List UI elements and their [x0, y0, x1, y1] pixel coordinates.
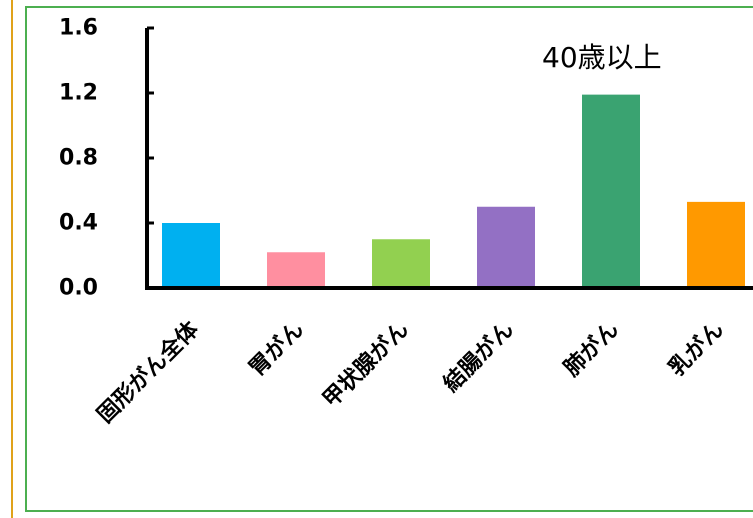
bar-2 [267, 252, 325, 288]
category-label: 肺がん [559, 316, 624, 381]
bar-4 [477, 206, 535, 288]
bars [162, 94, 745, 288]
chart-frame [25, 6, 753, 512]
y-tick-label: 1.2 [59, 81, 98, 106]
bar-3 [372, 239, 430, 288]
chart-annotation: 40歳以上 [542, 41, 662, 74]
category-label: 固形がん全体 [92, 316, 204, 428]
bar-5 [582, 94, 640, 288]
category-label: 結腸がん [438, 316, 519, 397]
y-tick-label: 0.8 [59, 146, 98, 171]
y-tick-label: 0.4 [59, 211, 98, 236]
category-label: 胃がん [244, 316, 309, 381]
y-tick-label: 0.0 [59, 276, 98, 301]
y-tick-label: 1.6 [59, 16, 98, 41]
category-label: 甲状腺がん [318, 316, 414, 412]
left-frame-border [4, 0, 13, 518]
y-ticks: 0.0 0.4 0.8 1.2 1.6 [59, 16, 154, 301]
bar-6 [687, 201, 745, 288]
category-label: 乳がん [664, 316, 729, 381]
category-labels: 固形がん全体 胃がん 甲状腺がん 結腸がん 肺がん 乳がん [92, 316, 729, 428]
bar-1 [162, 223, 220, 288]
